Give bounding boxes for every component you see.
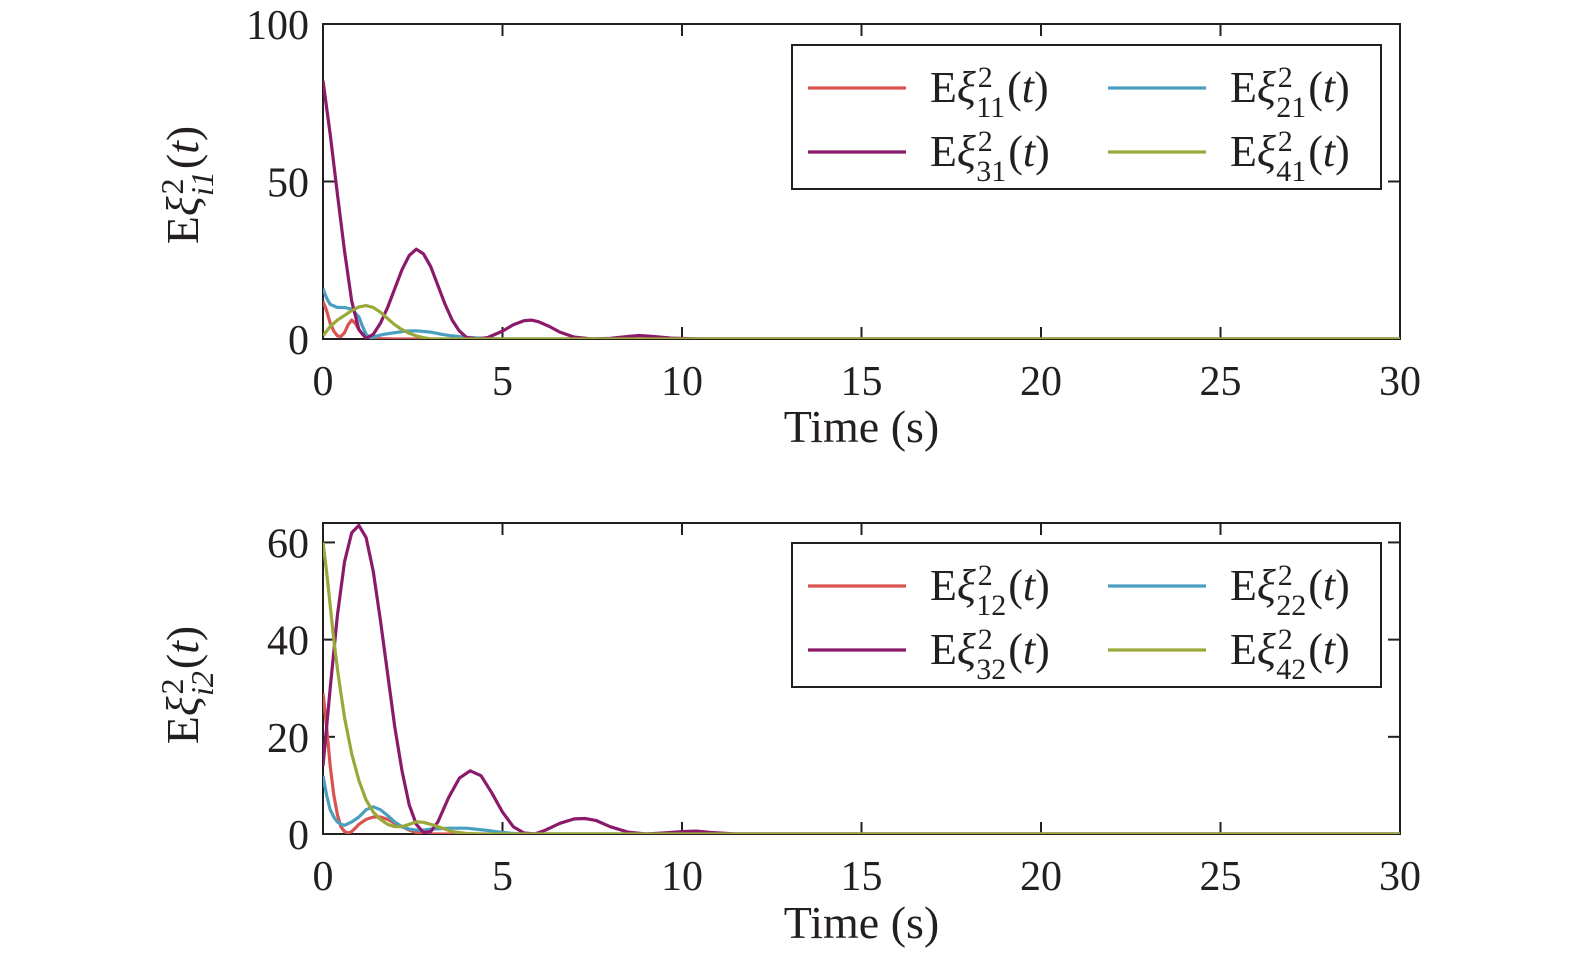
y-tick-label: 0 bbox=[288, 813, 309, 859]
x-axis-label: Time (s) bbox=[784, 897, 940, 948]
y-axis-label: Eξ2i2(t) bbox=[154, 626, 220, 745]
legend-entry-21: Eξ2 21(t) bbox=[1230, 61, 1350, 124]
x-tick-label: 30 bbox=[1379, 854, 1421, 900]
x-tick-label: 20 bbox=[1020, 359, 1062, 405]
legend-entry-31: Eξ2 31(t) bbox=[930, 125, 1050, 188]
series-line-12 bbox=[323, 692, 1400, 834]
legend: Eξ2 11(t) Eξ2 21(t) Eξ2 31(t) Eξ2 41(t) bbox=[791, 44, 1382, 190]
x-tick-label: 30 bbox=[1379, 359, 1421, 405]
x-tick-label: 10 bbox=[661, 854, 703, 900]
x-tick-label: 10 bbox=[661, 359, 703, 405]
legend-entry-42: Eξ2 42(t) bbox=[1230, 623, 1350, 686]
x-tick-label: 5 bbox=[492, 359, 513, 405]
legend-entry-12: Eξ2 12(t) bbox=[930, 559, 1050, 622]
series-line-22 bbox=[323, 775, 1400, 834]
legend-box bbox=[791, 44, 1382, 190]
legend: Eξ2 12(t) Eξ2 22(t) Eξ2 32(t) Eξ2 42(t) bbox=[791, 542, 1382, 688]
x-tick-label: 15 bbox=[841, 359, 883, 405]
x-tick-label: 0 bbox=[313, 359, 334, 405]
y-tick-label: 100 bbox=[246, 3, 309, 49]
legend-entry-41: Eξ2 41(t) bbox=[1230, 125, 1350, 188]
y-tick-label: 20 bbox=[267, 716, 309, 762]
y-tick-label: 0 bbox=[288, 318, 309, 364]
series-line-11 bbox=[323, 300, 1400, 339]
legend-entry-22: Eξ2 22(t) bbox=[1230, 559, 1350, 622]
series-line-41 bbox=[323, 304, 1400, 339]
y-tick-label: 60 bbox=[267, 521, 309, 567]
x-tick-label: 15 bbox=[841, 854, 883, 900]
y-tick-label: 50 bbox=[267, 161, 309, 207]
x-tick-label: 25 bbox=[1200, 359, 1242, 405]
x-axis-label: Time (s) bbox=[784, 401, 940, 452]
series-line-42 bbox=[323, 542, 1400, 834]
x-tick-label: 5 bbox=[492, 854, 513, 900]
y-axis-label: Eξ2i1(t) bbox=[154, 126, 220, 245]
legend-entry-32: Eξ2 32(t) bbox=[930, 623, 1050, 686]
y-tick-label: 40 bbox=[267, 619, 309, 665]
x-tick-label: 0 bbox=[313, 854, 334, 900]
chart-panel-2: 0 5 10 15 20 25 30 0 20 40 60 Eξ2 12(t) Eξ2 22(t) Eξ2 32… bbox=[154, 521, 1421, 948]
chart-panel-1: 0 5 10 15 20 25 30 0 50 100 Eξ2 11(t) Eξ2 21(t) Eξ2 31(… bbox=[154, 3, 1421, 452]
legend-entry-11: Eξ2 11(t) bbox=[930, 61, 1049, 124]
x-tick-label: 20 bbox=[1020, 854, 1062, 900]
x-tick-label: 25 bbox=[1200, 854, 1242, 900]
legend-box bbox=[791, 542, 1382, 688]
series-line-21 bbox=[323, 288, 1400, 339]
